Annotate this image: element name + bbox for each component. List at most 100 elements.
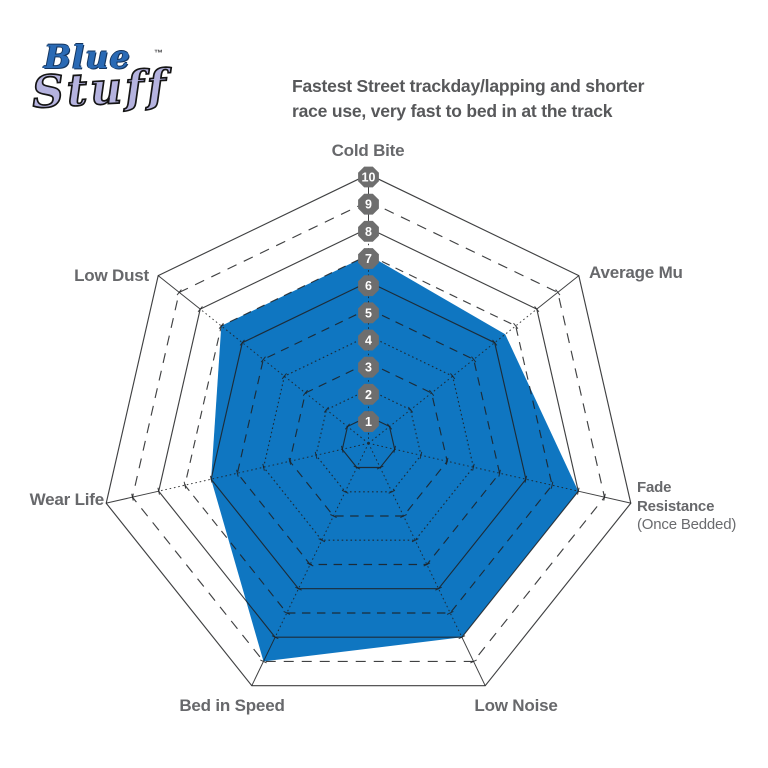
- spoke-tick: [400, 514, 407, 518]
- spoke-tick: [262, 463, 265, 471]
- scale-badge-6: [358, 275, 379, 297]
- chart-title: Fastest Street trackday/lapping and shor…: [292, 76, 645, 121]
- spoke-tick: [239, 339, 245, 346]
- spoke-tick: [435, 586, 442, 591]
- spoke-tick: [513, 322, 519, 329]
- spoke-inner: [199, 308, 369, 444]
- axis-label-fade-resistance: Fade Resistance: [637, 479, 715, 515]
- scale-badge-1: [358, 411, 379, 432]
- spoke-tick: [271, 635, 279, 640]
- spoke-tick: [318, 538, 326, 543]
- spoke-tick: [411, 538, 419, 543]
- scale-badge-10: [358, 166, 379, 188]
- trademark-symbol: ™: [154, 48, 163, 58]
- grid-ring-9: [131, 200, 606, 662]
- spoke-tick: [429, 389, 435, 397]
- scale-badge-9: [358, 193, 379, 215]
- spoke-tick: [314, 451, 318, 459]
- axis-label-low-dust: Low Dust: [74, 266, 149, 285]
- spoke-tick: [183, 481, 187, 489]
- spoke-tick: [376, 465, 384, 470]
- grid-ring-4: [262, 335, 475, 541]
- spoke-tick: [295, 586, 302, 591]
- spoke-tick: [131, 493, 134, 501]
- spoke-tick: [157, 487, 160, 495]
- spoke-inner: [158, 442, 369, 492]
- spoke-tick: [341, 445, 344, 453]
- grid-ring-6: [210, 281, 527, 590]
- scale-badge-number: 1: [365, 415, 372, 429]
- spoke-tick: [209, 475, 213, 483]
- spoke-tick: [260, 356, 266, 363]
- scale-badge-number: 3: [365, 361, 372, 375]
- spoke-tick: [386, 423, 393, 430]
- spoke-tick: [419, 451, 423, 459]
- axis-label-bed-in-speed: Bed in Speed: [179, 696, 285, 715]
- spoke-tick: [450, 373, 456, 380]
- axis-label-wear-life: Wear Life: [29, 490, 105, 509]
- grid-ring-7: [184, 254, 553, 614]
- spoke-tick: [388, 489, 396, 494]
- value-polygon: [211, 255, 579, 662]
- spoke-tick: [498, 469, 501, 477]
- scale-badge-5: [358, 302, 379, 324]
- spoke-tick: [492, 339, 498, 346]
- spoke-tick: [471, 356, 477, 363]
- scale-badge-number: 7: [365, 252, 372, 266]
- spoke-tick: [197, 306, 203, 313]
- axis-label-low-noise: Low Noise: [474, 696, 558, 715]
- scale-badge-4: [358, 329, 379, 351]
- axis-sublabel-once-bedded: (Once Bedded): [637, 516, 737, 533]
- spoke-inner: [368, 443, 463, 638]
- spoke-tick: [323, 406, 330, 413]
- spoke-tick: [260, 659, 267, 664]
- spoke-tick: [344, 423, 351, 430]
- spoke-tick: [550, 481, 554, 489]
- scale-badge-7: [358, 248, 379, 269]
- grid-ring-1: [341, 415, 396, 469]
- spoke-tick: [218, 322, 224, 329]
- axis-label-average-mu: Average Mu: [589, 263, 683, 282]
- scale-badge-8: [358, 220, 379, 242]
- scale-badges: 10 9 8 7 6 5 4 3 2 1: [358, 166, 379, 432]
- scale-badge-number: 2: [365, 388, 372, 402]
- logo-word-blue: Blue: [44, 38, 131, 76]
- scale-badge-3: [358, 356, 379, 378]
- spoke-tick: [423, 562, 431, 567]
- scale-badge-number: 6: [365, 279, 372, 293]
- spoke-inner: [274, 443, 369, 638]
- spoke-tick: [407, 406, 414, 413]
- spoke-tick: [281, 373, 287, 380]
- scale-badge-number: 9: [365, 198, 372, 212]
- scale-badge-2: [358, 383, 379, 405]
- spoke-tick: [458, 635, 466, 640]
- bluestuff-logo: Blue ™ Stuff: [28, 36, 188, 136]
- scale-badge-number: 8: [365, 225, 372, 239]
- grid-ring-5: [236, 308, 501, 566]
- grid-ring-2: [315, 388, 422, 493]
- spoke-tick: [341, 489, 349, 494]
- scale-badge-number: 4: [365, 334, 372, 348]
- spoke-tick: [236, 469, 239, 477]
- spoke-tick: [330, 514, 337, 518]
- radar-rings: [105, 173, 632, 687]
- spoke-tick: [555, 289, 561, 296]
- spoke-tick: [306, 562, 314, 567]
- spoke-tick: [603, 493, 606, 501]
- grid-ring-3: [289, 361, 448, 517]
- spoke-tick: [393, 445, 396, 453]
- spoke-tick: [446, 610, 454, 615]
- spoke-tick: [472, 463, 475, 471]
- spoke-tick: [302, 389, 308, 397]
- grid-ring-10: [105, 173, 632, 687]
- spoke-tick: [577, 487, 580, 495]
- spoke-tick: [283, 610, 291, 615]
- spoke-tick: [445, 457, 449, 465]
- spoke-tick: [524, 475, 528, 483]
- spoke-inner: [368, 442, 579, 492]
- spoke-tick: [470, 659, 477, 664]
- scale-badge-number: 10: [362, 171, 376, 185]
- grid-ring-8: [158, 227, 579, 638]
